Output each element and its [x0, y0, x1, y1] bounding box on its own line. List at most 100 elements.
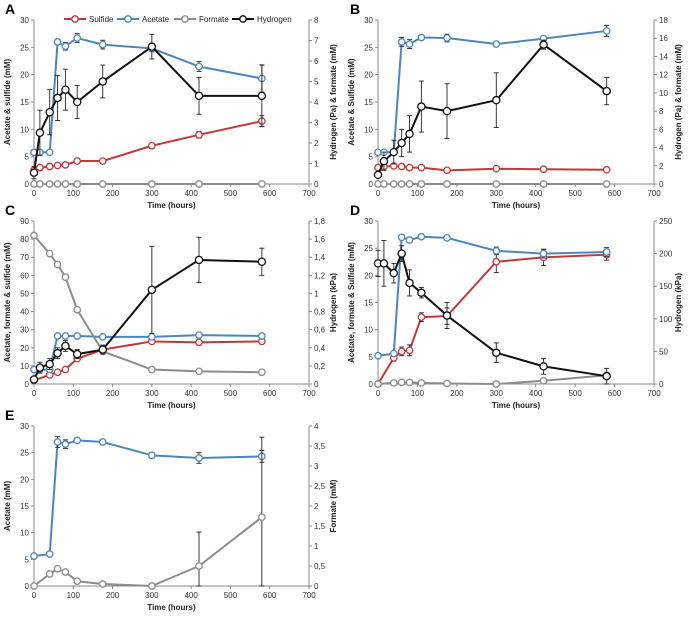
panel-c-y2label: Hydrogen (kPa) [329, 273, 338, 332]
panel-e-series-acetate-point [148, 451, 156, 460]
panel-a-series-formate-point [45, 180, 54, 188]
panel-b-series-acetate-point [397, 38, 406, 46]
panel-d: D0 100 200 300 400 500 600 70005101520253005010… [347, 202, 683, 410]
panel-d-series-formate-point [405, 378, 414, 387]
panel-b-series-hydrogen-point [373, 170, 383, 180]
panel-a-series-hydrogen-point [257, 91, 267, 101]
panel-c-series-formate [30, 231, 266, 377]
panel-e-series-acetate-line [33, 439, 262, 558]
panel-a-series-hydrogen-point [35, 128, 45, 137]
panel-b-series-acetate-point [492, 40, 501, 48]
panel-d-series-sulfide-line [377, 253, 607, 385]
panel-b-series-acetate-point [417, 33, 426, 42]
panel-e-series-acetate-point [53, 438, 62, 446]
panel-d-series-formate-point [443, 379, 451, 388]
panel-c-ytick-label: 70 [20, 253, 29, 262]
panel-a-series-sulfide-point [195, 130, 203, 139]
panel-a-xtick-label: 300 [145, 189, 159, 198]
panel-b-series-hydrogen-point [379, 156, 389, 166]
panel-d-ytick-label: 25 [364, 244, 373, 253]
panel-c-xtick-label: 500 [224, 389, 238, 398]
panel-a-y2tick-label: 0 [314, 180, 319, 189]
panel-c-ylabel: Acetate, formate & sulfide (mM) [3, 242, 12, 362]
legend-acetate-label: Acetate [142, 15, 170, 24]
panel-b-y2tick-label: 18 [659, 16, 668, 25]
panel-b-xtick-label: 100 [411, 189, 425, 198]
panel-a-series-hydrogen-point [61, 85, 70, 94]
panel-a-series-acetate-point [73, 34, 82, 42]
panel-a-series-acetate-point [195, 62, 203, 71]
panel-e-y2tick-label: 0,5 [314, 562, 326, 571]
panel-c-series-hydrogen-point [147, 285, 157, 295]
panel-e-ytick-label: 0 [25, 582, 30, 591]
panel-c-series-formate-point [53, 260, 62, 269]
panel-b-xtick-label: 0 [376, 189, 381, 198]
panel-d-ytick-label: 30 [364, 217, 373, 226]
panel-d-series-hydrogen-point [442, 311, 452, 320]
panel-c-series-acetate-point [258, 332, 266, 340]
panel-a-y2tick-label: 3 [314, 119, 319, 128]
panel-b-series-formate-point [492, 180, 501, 188]
panel-c-series-formate-point [45, 249, 54, 258]
panel-b-y2label: Hydrogen (Pa) & formate (mM) [674, 44, 683, 160]
panel-c-y2tick-label: 1,6 [314, 235, 326, 244]
panel-a-series-formate-point [98, 180, 107, 188]
panel-e-series-formate-point [53, 564, 62, 573]
panel-b-series-hydrogen-point [602, 86, 611, 96]
panel-a-series-sulfide-point [45, 162, 54, 171]
legend-sulfide: Sulfide [64, 15, 114, 24]
panel-c-y2tick-label: 1,2 [314, 271, 326, 280]
panel-d-series-formate-point [397, 378, 406, 387]
legend-hydrogen: Hydrogen [232, 15, 292, 24]
panel-e-xtick-label: 600 [263, 591, 277, 600]
panel-a-series-acetate-point [53, 38, 62, 46]
panel-a-series-hydrogen [29, 33, 267, 180]
panel-b-series-formate-point [602, 180, 611, 188]
panel-b-ytick-label: 0 [369, 180, 374, 189]
panel-a-y2label: Hydrogen (Pa) & formate (mM) [329, 44, 338, 160]
panel-e-xtick-label: 300 [145, 591, 159, 600]
panel-c-ytick-label: 20 [20, 344, 29, 353]
panel-e-y2tick-label: 3,5 [314, 442, 326, 451]
panel-b-series-sulfide-point [492, 164, 501, 173]
panel-b-ytick-label: 15 [364, 98, 373, 107]
panel-c-xlabel: Time (hours) [147, 401, 196, 410]
panel-c-series-formate-point [195, 367, 203, 376]
panel-c-y2tick-label: 1,8 [314, 217, 326, 226]
panel-b-letter: B [350, 1, 360, 17]
panel-c-ytick-label: 0 [25, 380, 30, 389]
panel-b-series-formate-point [405, 180, 414, 188]
panel-c-xtick-label: 400 [184, 389, 198, 398]
panel-c-series-formate-point [61, 273, 70, 281]
panel-b-y2tick-label: 12 [659, 71, 668, 80]
panel-e-xtick-label: 700 [302, 591, 316, 600]
panel-c-ytick-label: 60 [20, 271, 29, 280]
panel-a-ytick-label: 20 [20, 71, 29, 80]
panel-b-series-sulfide-point [397, 162, 406, 171]
panel-d-series-formate-point [389, 379, 398, 387]
panel-b-xtick-label: 200 [450, 189, 464, 198]
panel-e-y2tick-label: 1,5 [314, 522, 326, 531]
panel-c-xtick-label: 200 [106, 389, 120, 398]
panel-c-ytick-label: 50 [20, 289, 29, 298]
panel-e-series-formate-point [148, 582, 156, 590]
panel-c-y2tick-label: 0,8 [314, 308, 326, 317]
panel-a-y2tick-label: 7 [314, 37, 319, 46]
panel-a-series-hydrogen-point [194, 91, 204, 101]
panel-b-series-sulfide-point [602, 165, 611, 174]
panel-b-series-formate [374, 180, 611, 188]
panel-c-series-acetate-point [195, 331, 203, 339]
panel-b-series-sulfide-point [405, 163, 414, 172]
panel-b-series-formate-point [443, 180, 451, 188]
panel-d-ytick-label: 20 [364, 271, 373, 280]
legend-hydrogen-label: Hydrogen [257, 15, 292, 24]
panel-d-series-acetate [374, 232, 611, 360]
panel-a-series-sulfide-point [36, 163, 44, 172]
panel-d-series-hydrogen-point [539, 362, 548, 371]
panel-b-series-formate-point [397, 180, 406, 188]
panel-c-xtick-label: 100 [67, 389, 81, 398]
panel-d-series-hydrogen-point [379, 259, 389, 268]
panel-b-ytick-label: 25 [364, 43, 373, 52]
panel-d-ylabel: Acetate, formate & Sulfide (mM) [347, 242, 356, 363]
panel-b-xtick-label: 500 [568, 189, 582, 198]
